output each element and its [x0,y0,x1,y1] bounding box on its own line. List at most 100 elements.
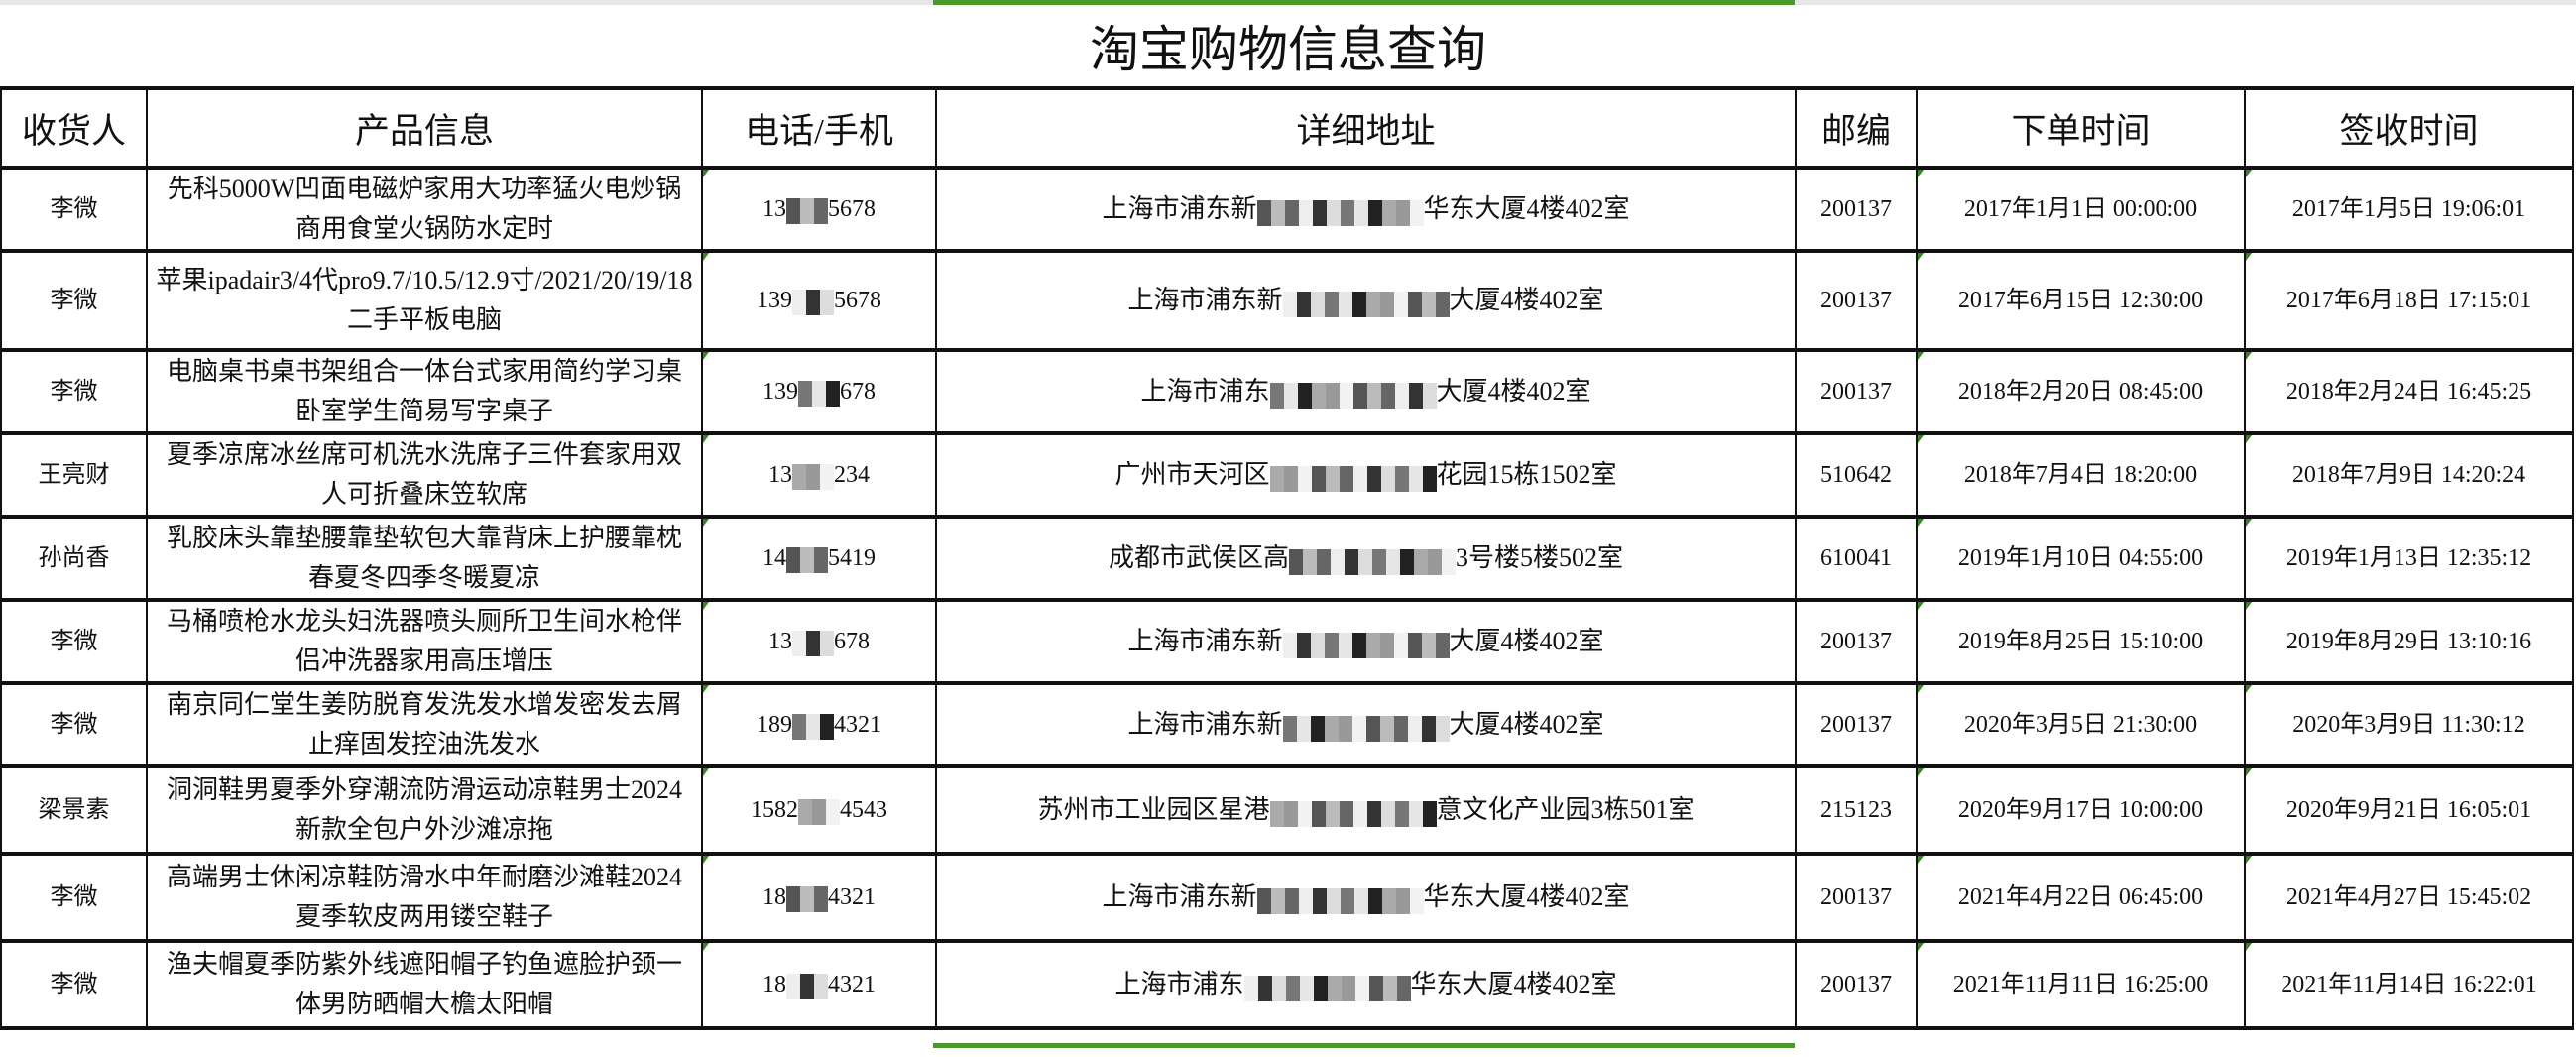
zip-cell[interactable]: 200137 [1795,852,1918,943]
product-cell[interactable]: 洞洞鞋男夏季外穿潮流防滑运动凉鞋男士2024新款全包户外沙滩凉拖 [146,764,703,856]
phone-cell[interactable]: 189 4321 [701,681,937,768]
phone-start: 14 [762,545,786,571]
sign-time-cell[interactable]: 2019年8月29日 13:10:16 [2244,598,2574,685]
recipient-cell[interactable]: 李微 [0,852,148,943]
address-cell[interactable]: 上海市浦东新 华东大厦4楼402室 [935,852,1797,943]
product-cell[interactable]: 电脑桌书桌书架组合一体台式家用简约学习桌卧室学生简易写字桌子 [146,348,703,435]
phone-cell[interactable]: 18 4321 [701,852,937,943]
sign-time-cell[interactable]: 2017年6月18日 17:15:01 [2244,249,2574,352]
product-cell[interactable]: 先科5000W凹面电磁炉家用大功率猛火电炒锅商用食堂火锅防水定时 [146,166,703,253]
order-time-cell[interactable]: 2020年3月5日 21:30:00 [1916,681,2246,768]
redaction-mosaic [786,885,828,913]
redaction-mosaic [792,630,834,657]
recipient-cell[interactable]: 李微 [0,939,148,1030]
recipient-cell[interactable]: 孙尚香 [0,515,148,602]
zip-cell[interactable]: 200137 [1795,249,1918,352]
table-row: 王亮财 夏季凉席冰丝席可机洗水洗席子三件套家用双人可折叠床笠软席 13 234 广州市天… [0,431,2574,519]
redaction-mosaic [1256,886,1424,915]
phone-cell[interactable]: 13 5678 [701,166,937,253]
address-cell[interactable]: 上海市浦东新 华东大厦4楼402室 [935,166,1797,253]
address-cell[interactable]: 成都市武侯区高 3号楼5楼502室 [935,515,1797,602]
address-start: 上海市浦东 [1140,377,1270,406]
sign-time-cell[interactable]: 2019年1月13日 12:35:12 [2244,515,2574,602]
phone-cell[interactable]: 1582 4543 [701,764,937,856]
order-time: 2018年2月20日 08:45:00 [1957,379,2204,405]
sign-time-cell[interactable]: 2018年2月24日 16:45:25 [2244,348,2574,435]
zip-code: 510642 [1820,462,1892,488]
header-order-time[interactable]: 下单时间 [1916,86,2246,170]
order-time: 2020年3月5日 21:30:00 [1963,712,2198,738]
order-time-cell[interactable]: 2017年1月1日 00:00:00 [1916,166,2246,253]
zip-cell[interactable]: 215123 [1795,764,1918,856]
product-cell[interactable]: 夏季凉席冰丝席可机洗水洗席子三件套家用双人可折叠床笠软席 [146,431,703,519]
address-end: 意文化产业园3栋501室 [1436,795,1695,824]
address-cell[interactable]: 上海市浦东新 大厦4楼402室 [935,598,1797,685]
header-zip[interactable]: 邮编 [1795,86,1918,170]
header-product[interactable]: 产品信息 [146,86,703,170]
product-cell[interactable]: 马桶喷枪水龙头妇洗器喷头厕所卫生间水枪伴侣冲洗器家用高压增压 [146,598,703,685]
phone-end: 5678 [834,288,881,313]
address-cell[interactable]: 上海市浦东 大厦4楼402室 [935,348,1797,435]
zip-cell[interactable]: 610041 [1795,515,1918,602]
recipient-name: 李微 [50,884,98,910]
zip-code: 610041 [1820,545,1892,571]
zip-cell[interactable]: 200137 [1795,939,1918,1030]
order-time-cell[interactable]: 2020年9月17日 10:00:00 [1916,764,2246,856]
address-end: 大厦4楼402室 [1436,377,1591,406]
header-address[interactable]: 详细地址 [935,86,1797,170]
recipient-cell[interactable]: 王亮财 [0,431,148,519]
phone-cell[interactable]: 139 678 [701,348,937,435]
sign-time-cell[interactable]: 2020年3月9日 11:30:12 [2244,681,2574,768]
recipient-cell[interactable]: 李微 [0,249,148,352]
sign-time-cell[interactable]: 2017年1月5日 19:06:01 [2244,166,2574,253]
order-time-cell[interactable]: 2021年4月22日 06:45:00 [1916,852,2246,943]
order-time-cell[interactable]: 2019年8月25日 15:10:00 [1916,598,2246,685]
address-cell[interactable]: 苏州市工业园区星港 意文化产业园3栋501室 [935,764,1797,856]
phone-cell[interactable]: 14 5419 [701,515,937,602]
product-cell[interactable]: 苹果ipadair3/4代pro9.7/10.5/12.9寸/2021/20/1… [146,249,703,352]
phone-cell[interactable]: 13 678 [701,598,937,685]
address-cell[interactable]: 广州市天河区 花园15栋1502室 [935,431,1797,519]
zip-cell[interactable]: 200137 [1795,348,1918,435]
redaction-mosaic [1282,714,1450,743]
address-start: 上海市浦东新 [1102,194,1257,223]
phone-cell[interactable]: 13 234 [701,431,937,519]
product-cell[interactable]: 高端男士休闲凉鞋防滑水中年耐磨沙滩鞋2024夏季软皮两用镂空鞋子 [146,852,703,943]
sign-time-cell[interactable]: 2021年11月14日 16:22:01 [2244,939,2574,1030]
sign-time-cell[interactable]: 2020年9月21日 16:05:01 [2244,764,2574,856]
header-phone[interactable]: 电话/手机 [701,86,937,170]
address-cell[interactable]: 上海市浦东新 大厦4楼402室 [935,681,1797,768]
product-cell[interactable]: 渔夫帽夏季防紫外线遮阳帽子钓鱼遮脸护颈一体男防晒帽大檐太阳帽 [146,939,703,1030]
header-recipient[interactable]: 收货人 [0,86,148,170]
sign-time-cell[interactable]: 2018年7月9日 14:20:24 [2244,431,2574,519]
recipient-cell[interactable]: 李微 [0,166,148,253]
order-time: 2017年1月1日 00:00:00 [1963,196,2198,222]
order-time-cell[interactable]: 2018年2月20日 08:45:00 [1916,348,2246,435]
order-time-cell[interactable]: 2019年1月10日 04:55:00 [1916,515,2246,602]
zip-cell[interactable]: 200137 [1795,166,1918,253]
recipient-cell[interactable]: 梁景素 [0,764,148,856]
product-cell[interactable]: 乳胶床头靠垫腰靠垫软包大靠背床上护腰靠枕春夏冬四季冬暖夏凉 [146,515,703,602]
phone-cell[interactable]: 139 5678 [701,249,937,352]
product-info: 马桶喷枪水龙头妇洗器喷头厕所卫生间水枪伴侣冲洗器家用高压增压 [166,607,682,675]
phone-end: 4321 [828,972,876,998]
address-cell[interactable]: 上海市浦东新 大厦4楼402室 [935,249,1797,352]
recipient-cell[interactable]: 李微 [0,598,148,685]
order-time-cell[interactable]: 2017年6月15日 12:30:00 [1916,249,2246,352]
header-sign-time[interactable]: 签收时间 [2244,86,2574,170]
order-time-cell[interactable]: 2021年11月11日 16:25:00 [1916,939,2246,1030]
sign-time: 2021年4月27日 15:45:02 [2285,884,2532,910]
zip-cell[interactable]: 510642 [1795,431,1918,519]
phone-cell[interactable]: 18 4321 [701,939,937,1030]
zip-cell[interactable]: 200137 [1795,681,1918,768]
product-cell[interactable]: 南京同仁堂生姜防脱育发洗发水增发密发去屑止痒固发控油洗发水 [146,681,703,768]
redaction-mosaic [786,197,828,225]
sign-time-cell[interactable]: 2021年4月27日 15:45:02 [2244,852,2574,943]
redaction-mosaic [1269,381,1437,410]
recipient-cell[interactable]: 李微 [0,681,148,768]
recipient-cell[interactable]: 李微 [0,348,148,435]
product-info: 苹果ipadair3/4代pro9.7/10.5/12.9寸/2021/20/1… [156,266,693,334]
address-cell[interactable]: 上海市浦东 华东大厦4楼402室 [935,939,1797,1030]
order-time-cell[interactable]: 2018年7月4日 18:20:00 [1916,431,2246,519]
zip-cell[interactable]: 200137 [1795,598,1918,685]
